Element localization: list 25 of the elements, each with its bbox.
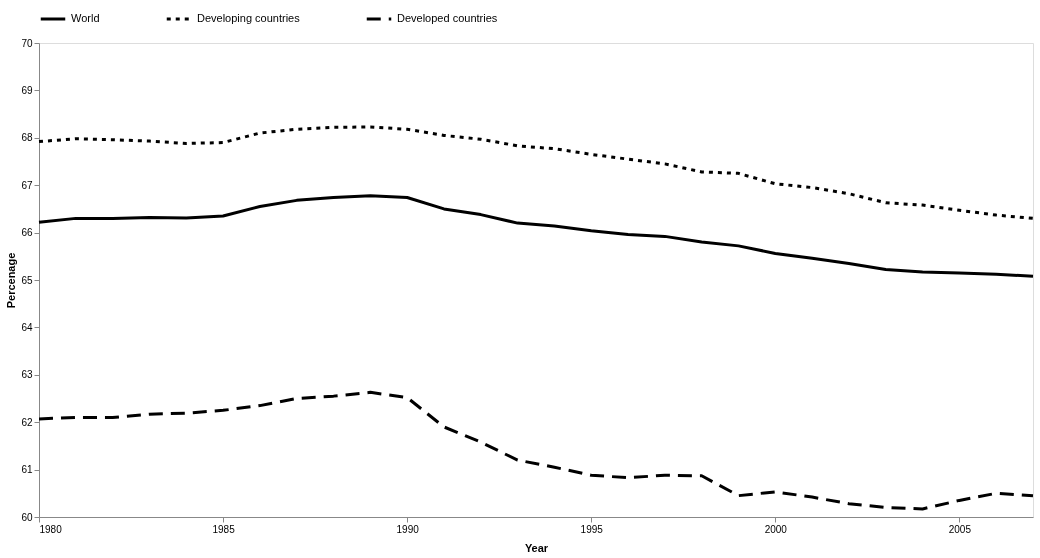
y-tick-label: 68 <box>21 132 33 144</box>
y-tick-label: 64 <box>21 321 33 333</box>
y-tick-label: 65 <box>21 274 33 286</box>
x-tick-label: 1990 <box>396 523 420 535</box>
line-series <box>37 390 1035 511</box>
x-tick-label: 2000 <box>764 523 788 535</box>
x-tick-label: 2005 <box>948 523 972 535</box>
y-tick-label: 67 <box>21 179 33 191</box>
x-tick-label: 1985 <box>212 523 236 535</box>
y-tick-label: 62 <box>21 416 33 428</box>
x-tick-label: 1980 <box>39 523 63 535</box>
legend-label: World <box>71 12 100 24</box>
x-tick-label: 1995 <box>580 523 604 535</box>
x-axis-title: Year <box>524 541 549 554</box>
legend-label: Developing countries <box>197 12 301 24</box>
y-tick-label: 70 <box>21 37 33 49</box>
y-axis-title: Percenage <box>5 252 18 309</box>
y-tick-label: 66 <box>21 227 33 239</box>
line-series <box>37 194 1035 278</box>
y-tick-label: 63 <box>21 369 33 381</box>
y-tick-label: 69 <box>21 84 33 96</box>
y-tick-label: 61 <box>21 464 33 476</box>
line-series <box>37 125 1035 220</box>
y-tick-label: 60 <box>21 511 33 523</box>
legend-label: Developed countries <box>397 12 498 24</box>
